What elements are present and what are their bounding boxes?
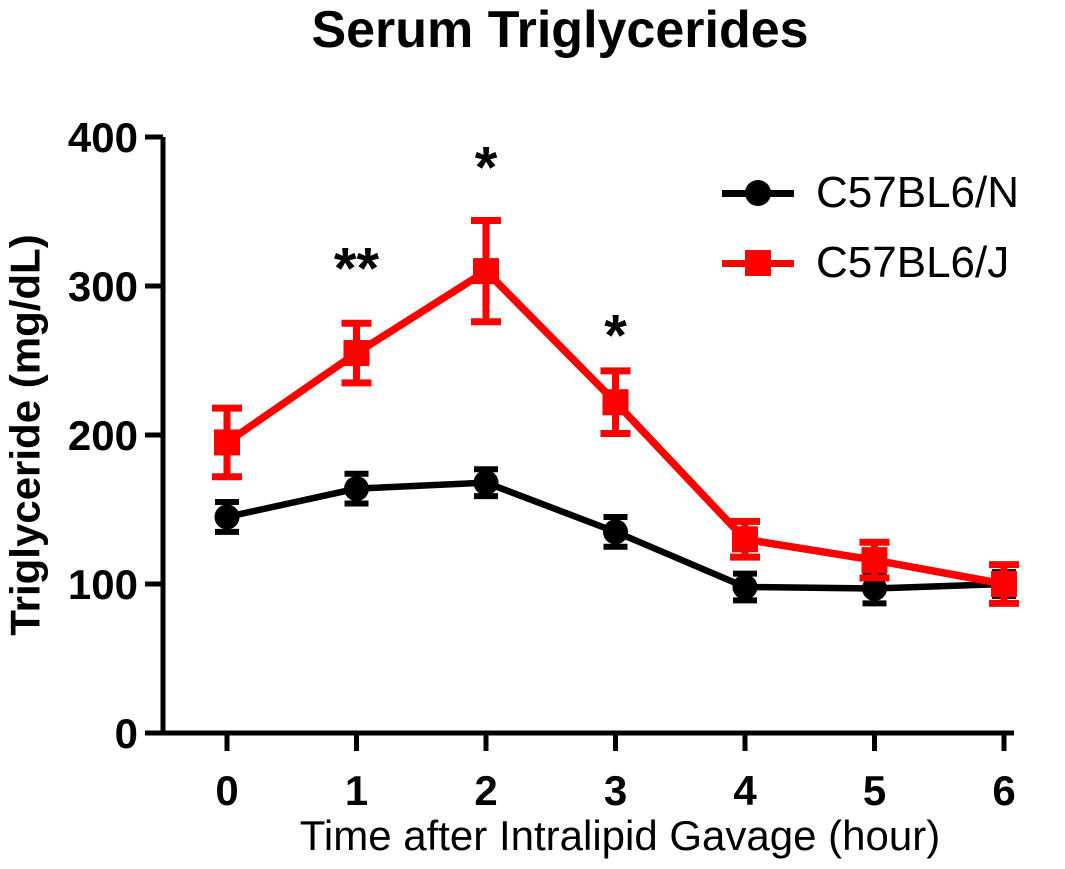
square-marker-icon (745, 250, 771, 276)
circle-marker-icon (745, 180, 771, 206)
legend-label: C57BL6/N (816, 168, 1020, 217)
y-tick-label: 0 (115, 710, 138, 757)
data-point-circle (862, 575, 887, 601)
x-axis-title: Time after Intralipid Gavage (hour) (299, 812, 941, 859)
x-tick-label: 6 (992, 767, 1015, 814)
legend-label: C57BL6/J (816, 238, 1010, 287)
data-point-circle (214, 504, 240, 530)
x-tick-label: 5 (863, 767, 886, 814)
legend-item-c57bl6j: C57BL6/J (722, 238, 1019, 288)
data-point-square (732, 526, 758, 553)
data-point-square (991, 571, 1017, 597)
legend-marker-box (722, 249, 794, 277)
legend-item-c57bl6n: C57BL6/N (722, 168, 1019, 218)
x-tick-label: 4 (733, 767, 757, 814)
data-point-square (343, 340, 370, 367)
y-tick-label: 300 (68, 263, 138, 310)
data-point-circle (344, 476, 369, 502)
significance-marker: ** (334, 237, 380, 302)
chart-title: Serum Triglycerides (311, 1, 809, 59)
data-point-circle (732, 574, 758, 600)
x-tick-label: 2 (474, 767, 497, 814)
y-tick-label: 400 (68, 114, 138, 161)
legend-marker-box (722, 179, 794, 207)
x-tick-label: 1 (345, 767, 368, 814)
y-tick-label: 100 (68, 561, 138, 608)
x-tick-label: 3 (604, 767, 627, 814)
data-point-square (473, 258, 499, 285)
data-point-square (602, 389, 629, 416)
data-point-square (214, 429, 240, 456)
legend: C57BL6/N C57BL6/J (722, 168, 1019, 308)
significance-marker: * (475, 135, 498, 200)
x-tick-label: 0 (215, 767, 238, 814)
y-tick-label: 200 (68, 412, 138, 459)
data-point-circle (603, 519, 628, 545)
data-point-square (861, 547, 888, 574)
significance-marker: * (604, 304, 627, 369)
data-point-circle (473, 470, 499, 496)
